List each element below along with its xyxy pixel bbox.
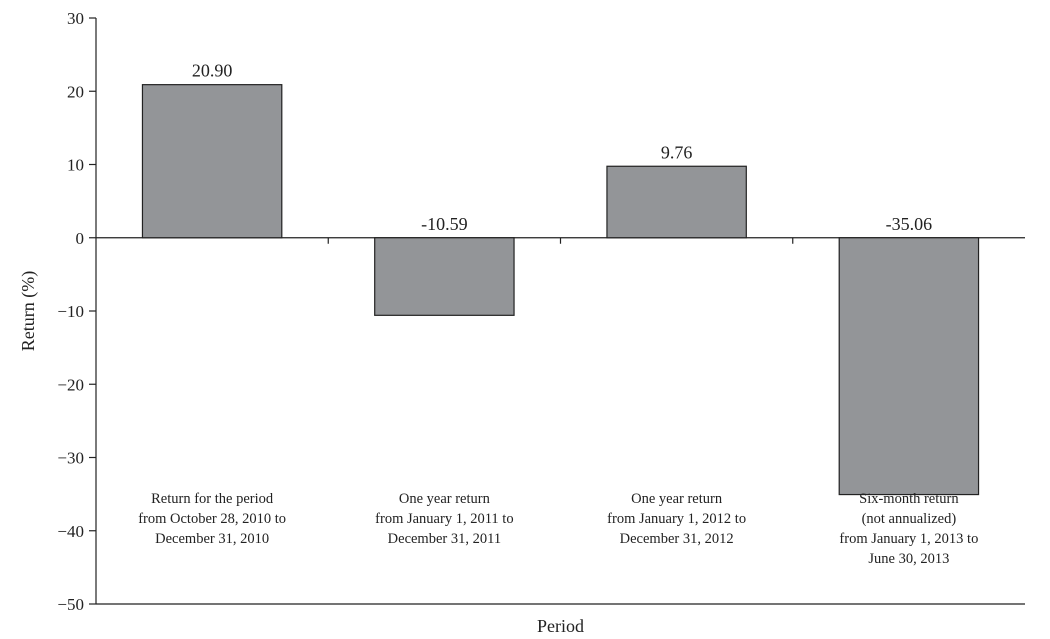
bar-value-label: 20.90 — [192, 61, 233, 81]
y-tick-label: −40 — [57, 522, 84, 541]
category-label: One year return from January 1, 2012 to De… — [607, 491, 746, 547]
y-tick-label: −20 — [57, 375, 84, 394]
y-axis-title: Return (%) — [18, 271, 39, 351]
bar — [374, 237, 515, 316]
x-axis-title: Period — [537, 616, 584, 636]
y-tick-label: −10 — [57, 302, 84, 321]
y-axis: 30 20 10 0 −10 −20 −30 −40 −50 — [57, 9, 97, 614]
bar-value-label: -10.59 — [421, 214, 468, 234]
y-tick-label: 10 — [67, 156, 84, 175]
y-tick-label: −30 — [57, 449, 84, 468]
y-tick-label: −50 — [57, 595, 84, 614]
bar — [606, 165, 747, 239]
y-tick-label: 30 — [67, 9, 84, 28]
bar-value-label: 9.76 — [661, 142, 693, 162]
bar — [838, 237, 980, 496]
bar-labels: 20.90 -10.59 9.76 -35.06 — [192, 61, 932, 234]
category-label: Six-month return (not annualized) from Jan… — [839, 491, 978, 567]
category-labels: Return for the period from October 28, 20… — [138, 491, 978, 567]
category-label: One year return from January 1, 2011 to De… — [375, 491, 513, 547]
bar-value-label: -35.06 — [886, 214, 933, 234]
y-tick-label: 0 — [76, 229, 85, 248]
y-tick-label: 20 — [67, 82, 84, 101]
bar — [141, 84, 283, 239]
category-label: Return for the period from October 28, 20… — [138, 491, 286, 547]
bars — [141, 84, 980, 496]
